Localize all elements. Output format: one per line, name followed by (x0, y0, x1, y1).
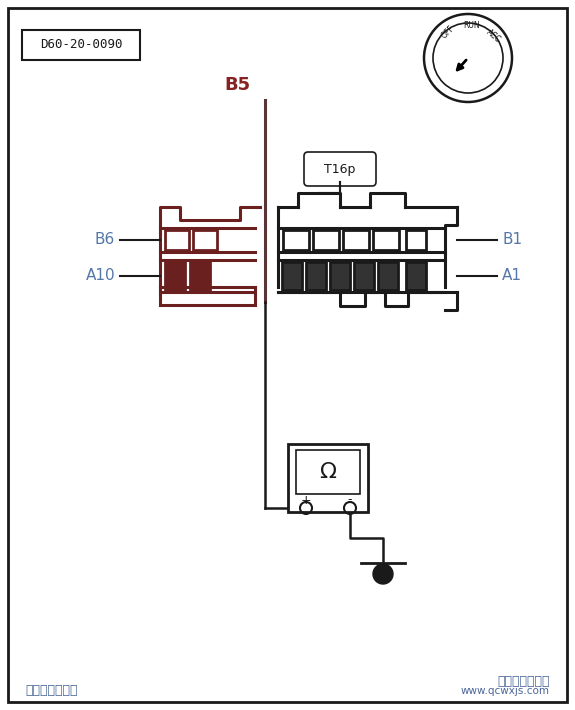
Bar (330, 262, 350, 290)
Bar (354, 262, 374, 290)
Text: 汽车维修技术网: 汽车维修技术网 (25, 684, 78, 697)
Bar (296, 450, 360, 494)
Text: OFF: OFF (440, 23, 457, 40)
Text: B1: B1 (502, 232, 522, 248)
Text: B5: B5 (224, 76, 250, 94)
Bar (22, 30, 140, 60)
Bar (406, 230, 426, 250)
Bar (288, 444, 368, 512)
Bar (313, 230, 339, 250)
Bar (165, 262, 185, 290)
Text: RUN: RUN (463, 21, 480, 30)
Bar (193, 230, 217, 250)
FancyBboxPatch shape (304, 152, 376, 186)
Text: B6: B6 (95, 232, 115, 248)
Text: -: - (348, 493, 352, 506)
Bar (306, 262, 326, 290)
Text: 汽车维修技术网: 汽车维修技术网 (497, 675, 550, 688)
Bar (282, 262, 302, 290)
Bar (165, 230, 189, 250)
Bar (283, 230, 309, 250)
Bar (406, 262, 426, 290)
Circle shape (373, 564, 393, 584)
Bar (343, 230, 369, 250)
Text: ACC: ACC (485, 28, 503, 45)
Text: Ω: Ω (320, 462, 336, 482)
Text: T16p: T16p (324, 163, 356, 177)
Bar (373, 230, 399, 250)
Text: A10: A10 (85, 268, 115, 283)
Bar (378, 262, 398, 290)
Text: www.qcwxjs.com: www.qcwxjs.com (461, 686, 550, 696)
Bar (190, 262, 210, 290)
Text: +: + (301, 493, 311, 506)
Text: D60-20-0090: D60-20-0090 (40, 38, 122, 52)
Text: A1: A1 (502, 268, 522, 283)
